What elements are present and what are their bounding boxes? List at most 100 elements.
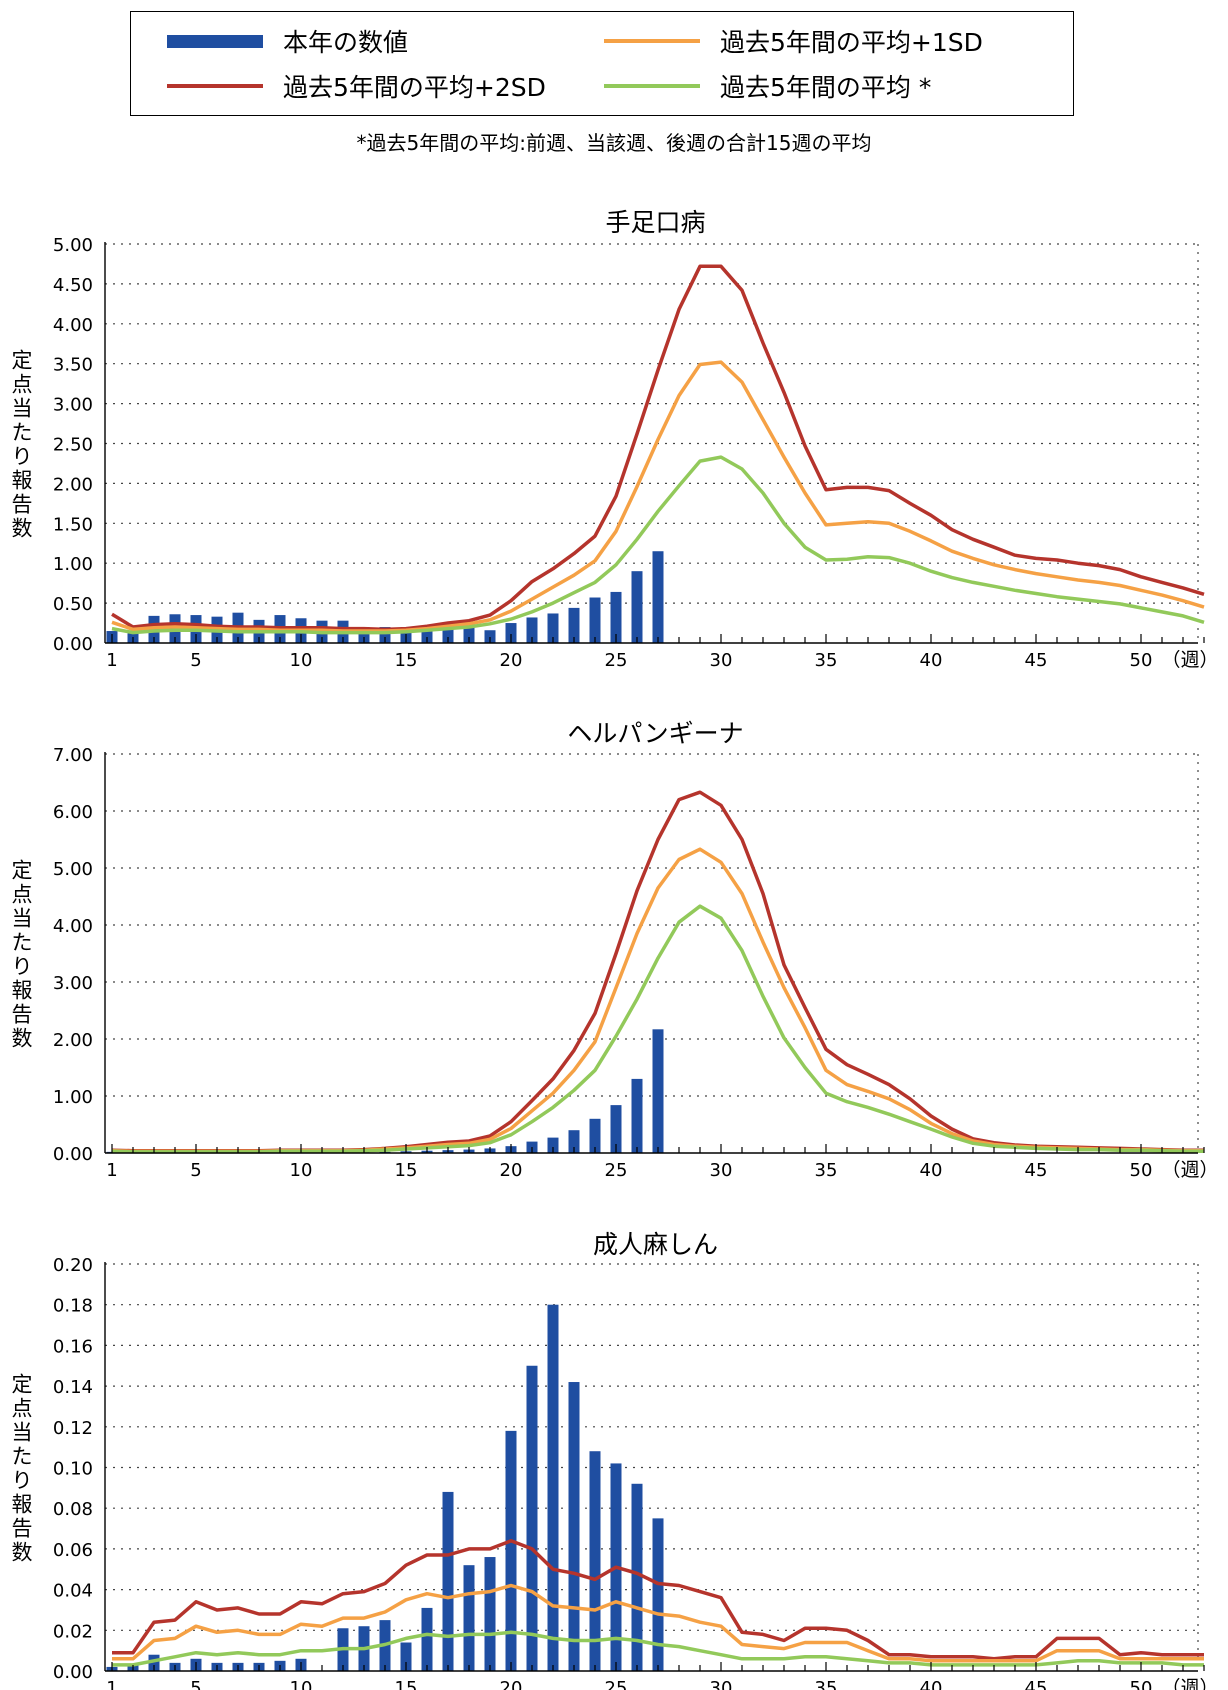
y-axis-label: 定 (12, 1373, 33, 1397)
y-tick-label: 4.00 (53, 916, 93, 937)
legend-label-avg: 過去5年間の平均 * (720, 73, 932, 102)
x-tick-label: 45 (1025, 1678, 1048, 1690)
y-tick-label: 0.00 (53, 1662, 93, 1683)
y-axis-label: 報 (12, 1493, 33, 1517)
y-axis-label: 当 (12, 907, 33, 931)
footnote: *過去5年間の平均:前週、当該週、後週の合計15週の平均 (356, 131, 872, 155)
bar-mark (421, 625, 433, 643)
bar-mark (631, 1483, 643, 1671)
y-axis-label: 点 (12, 373, 33, 397)
y-axis-label: 告 (12, 1003, 33, 1027)
legend-label-bar: 本年の数値 (283, 28, 409, 57)
legend-label-sd1: 過去5年間の平均+1SD (720, 28, 983, 57)
chart-3: 成人麻しん 0.00 0.02 0.04 0.06 0.08 0.10 0.12 0.14 0.1… (12, 1230, 1219, 1690)
y-tick-label: 0.16 (53, 1336, 93, 1357)
legend-item-bar: 本年の数値 (167, 26, 409, 57)
x-tick-label: 5 (190, 1678, 201, 1690)
x-tick-label: 15 (395, 1160, 418, 1181)
y-tick-label: 1.00 (53, 554, 93, 575)
legend-label-sd2: 過去5年間の平均+2SD (283, 73, 546, 102)
y-tick-label: 4.50 (53, 275, 93, 296)
y-tick-label: 2.50 (53, 435, 93, 456)
bar-mark (379, 627, 391, 643)
y-tick-label: 0.04 (53, 1581, 93, 1602)
y-tick-label: 2.00 (53, 474, 93, 495)
legend-box: 本年の数値 過去5年間の平均+1SD 過去5年間の平均+2SD 過去5年間の平均… (130, 11, 1074, 116)
x-tick-label: 25 (605, 650, 628, 671)
bar-mark (589, 1118, 601, 1153)
bar-mark (652, 1029, 664, 1153)
y-axis-label: 報 (12, 469, 33, 493)
x-tick-label: 35 (815, 1678, 838, 1690)
bar-mark (358, 627, 370, 643)
y-tick-label: 5.00 (53, 235, 93, 256)
chart-1: 手足口病 0.00 0.50 1.00 1.50 2.00 2.50 3.00 3.50 4.00… (12, 208, 1219, 671)
x-tick-label: 25 (605, 1160, 628, 1181)
x-tick-label: 10 (290, 650, 313, 671)
x-tick-label: 20 (500, 650, 523, 671)
legend-swatch-bar (167, 34, 263, 48)
chart-title: ヘルパンギーナ (567, 719, 743, 748)
x-tick-label: 50 (1130, 650, 1153, 671)
bar-mark (505, 623, 517, 643)
bar-mark (652, 551, 664, 643)
bar-mark (442, 1491, 454, 1671)
y-tick-label: 1.00 (53, 1087, 93, 1108)
x-tick-label: 40 (920, 1160, 943, 1181)
bar-mark (505, 1430, 517, 1671)
y-axis-label: た (12, 421, 33, 445)
y-tick-label: 0.08 (53, 1499, 93, 1520)
y-tick-label: 0.18 (53, 1296, 93, 1317)
y-axis-label: 数 (12, 1541, 33, 1565)
x-axis-label: （週） (1161, 1677, 1218, 1690)
y-axis-label: 告 (12, 493, 33, 517)
x-tick-label: 20 (500, 1678, 523, 1690)
bar-mark (526, 1365, 538, 1671)
y-axis-label: り (12, 1469, 33, 1493)
x-tick-label: 5 (190, 1160, 201, 1181)
y-tick-label: 0.06 (53, 1540, 93, 1561)
y-tick-label: 4.00 (53, 315, 93, 336)
y-tick-label: 3.50 (53, 355, 93, 376)
bar-mark (631, 571, 643, 643)
x-tick-label: 1 (106, 1678, 117, 1690)
bar-mark (547, 1304, 559, 1671)
y-tick-label: 0.10 (53, 1459, 93, 1480)
y-axis-label: た (12, 931, 33, 955)
y-tick-label: 7.00 (53, 745, 93, 766)
series-line (112, 1630, 1204, 1667)
bar-mark (652, 1518, 664, 1671)
x-tick-label: 1 (106, 1160, 117, 1181)
legend-item-avg: 過去5年間の平均 * (604, 71, 932, 102)
y-axis-label: 当 (12, 1421, 33, 1445)
bar-mark (610, 591, 622, 643)
y-axis-label: 定 (12, 859, 33, 883)
bar-mark (568, 607, 580, 643)
bar-mark (484, 1557, 496, 1671)
series-line (111, 455, 1205, 635)
y-axis-label: 当 (12, 397, 33, 421)
y-axis-label: た (12, 1445, 33, 1469)
x-tick-label: 45 (1025, 650, 1048, 671)
x-tick-label: 35 (815, 1160, 838, 1181)
y-tick-label: 0.00 (53, 634, 93, 655)
x-tick-label: 20 (500, 1160, 523, 1181)
x-tick-label: 25 (605, 1678, 628, 1690)
legend-swatch-avg (604, 84, 700, 88)
x-tick-label: 45 (1025, 1160, 1048, 1181)
bar-mark (610, 1105, 622, 1153)
chart-title: 手足口病 (605, 208, 705, 237)
legend-item-sd2: 過去5年間の平均+2SD (167, 71, 546, 102)
y-axis-label: 数 (12, 517, 33, 541)
y-tick-label: 0.50 (53, 594, 93, 615)
bar-mark (463, 624, 475, 643)
bar-mark (148, 1654, 160, 1671)
y-tick-label: 1.50 (53, 514, 93, 535)
y-axis-label: 数 (12, 1027, 33, 1051)
x-axis-label: （週） (1161, 1159, 1218, 1181)
bar-mark (484, 630, 496, 643)
y-tick-label: 6.00 (53, 802, 93, 823)
bar-mark (547, 613, 559, 643)
y-tick-label: 3.00 (53, 395, 93, 416)
